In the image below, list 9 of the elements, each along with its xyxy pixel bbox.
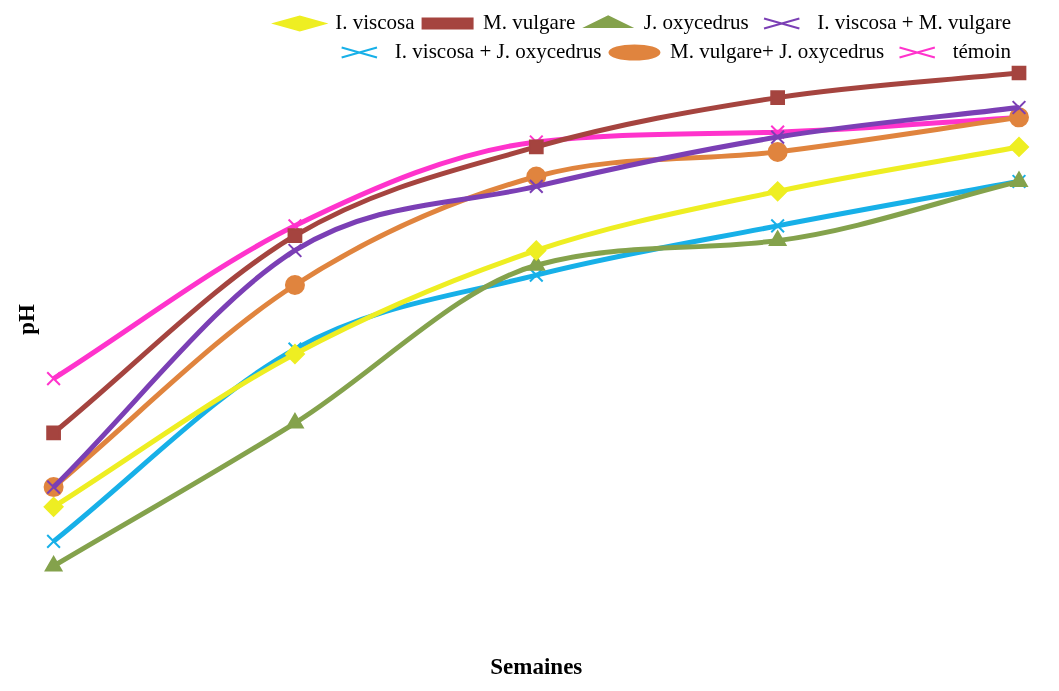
legend-label: M. vulgare+ J. oxycedrus [669, 39, 885, 64]
legend-label: I. viscosa [335, 10, 416, 35]
legend-label: I. viscosa + J. oxycedrus [394, 39, 602, 64]
y-axis-title: pH [13, 304, 39, 335]
legend-label: I. viscosa + M. vulgare [817, 10, 1012, 35]
x-axis-title: Semaines [490, 654, 583, 680]
legend-label: témoin [952, 39, 1012, 64]
legend-label: J. oxycedrus [643, 10, 749, 35]
legend-label: M. vulgare [483, 10, 576, 35]
